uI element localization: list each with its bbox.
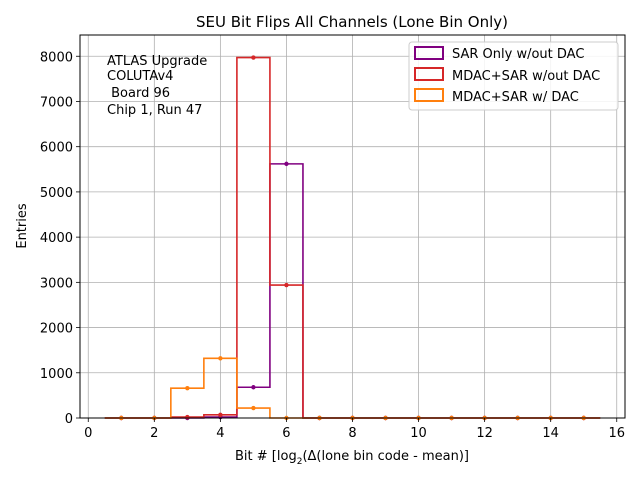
legend-label-mdac-sar-dac: MDAC+SAR w/ DAC [452, 90, 579, 105]
x-axis-label: Bit # [log2(Δ(lone bin code - mean)] [235, 449, 469, 467]
data-point [185, 385, 190, 391]
x-axis-label-tail: (Δ(lone bin code - mean)] [302, 449, 469, 464]
data-point [251, 405, 256, 411]
legend-swatch-mdac-sar-no-dac [414, 67, 444, 81]
x-tick-label: 4 [216, 426, 224, 441]
x-tick-label: 12 [476, 426, 493, 441]
chart-title: SEU Bit Flips All Channels (Lone Bin Onl… [196, 13, 508, 31]
data-point [251, 55, 256, 60]
x-tick-label: 16 [608, 426, 625, 441]
y-tick-label: 8000 [40, 50, 73, 65]
y-axis-label: Entries [15, 203, 30, 249]
x-tick-label: 10 [410, 426, 427, 441]
x-tick-label: 2 [150, 426, 158, 441]
y-tick-label: 4000 [40, 231, 73, 246]
y-tick-label: 3000 [40, 276, 73, 291]
x-axis-label-main: Bit # [log [235, 449, 297, 464]
legend-label-mdac-sar-no-dac: MDAC+SAR w/out DAC [452, 69, 600, 84]
x-tick-label: 6 [282, 426, 290, 441]
y-tick-label: 1000 [40, 367, 73, 382]
legend-box [408, 41, 619, 111]
axis-ticks: 0 2 4 6 8 10 12 14 16 0 1000 2000 3000 4000 5000 6000 70… [40, 50, 625, 441]
legend-swatch-sar-only [414, 46, 444, 60]
annotation-line-2: COLUTAv4 [107, 69, 173, 84]
annotation-block: ATLAS Upgrade COLUTAv4 Board 96 Chip 1, … [107, 54, 207, 118]
data-point [218, 356, 223, 361]
data-point [284, 161, 289, 167]
annotation-line-3: Board 96 [107, 86, 170, 101]
legend-label-sar-only: SAR Only w/out DAC [452, 47, 584, 62]
annotation-line-4: Chip 1, Run 47 [107, 103, 202, 118]
y-tick-label: 6000 [40, 141, 73, 156]
legend: SAR Only w/out DAC MDAC+SAR w/out DAC MD… [408, 41, 619, 111]
data-point [251, 385, 256, 390]
y-tick-label: 7000 [40, 95, 73, 110]
legend-swatch-mdac-sar-dac [414, 88, 444, 102]
annotation-line-1: ATLAS Upgrade [107, 54, 207, 69]
x-tick-label: 14 [542, 426, 559, 441]
data-point [185, 414, 190, 420]
data-point [218, 412, 223, 418]
y-tick-label: 5000 [40, 186, 73, 201]
data-point [284, 282, 289, 288]
x-tick-label: 8 [348, 426, 356, 441]
x-axis-label-subscript: 2 [297, 457, 303, 467]
x-tick-label: 0 [84, 426, 92, 441]
y-tick-label: 2000 [40, 322, 73, 337]
y-tick-label: 0 [65, 412, 73, 427]
